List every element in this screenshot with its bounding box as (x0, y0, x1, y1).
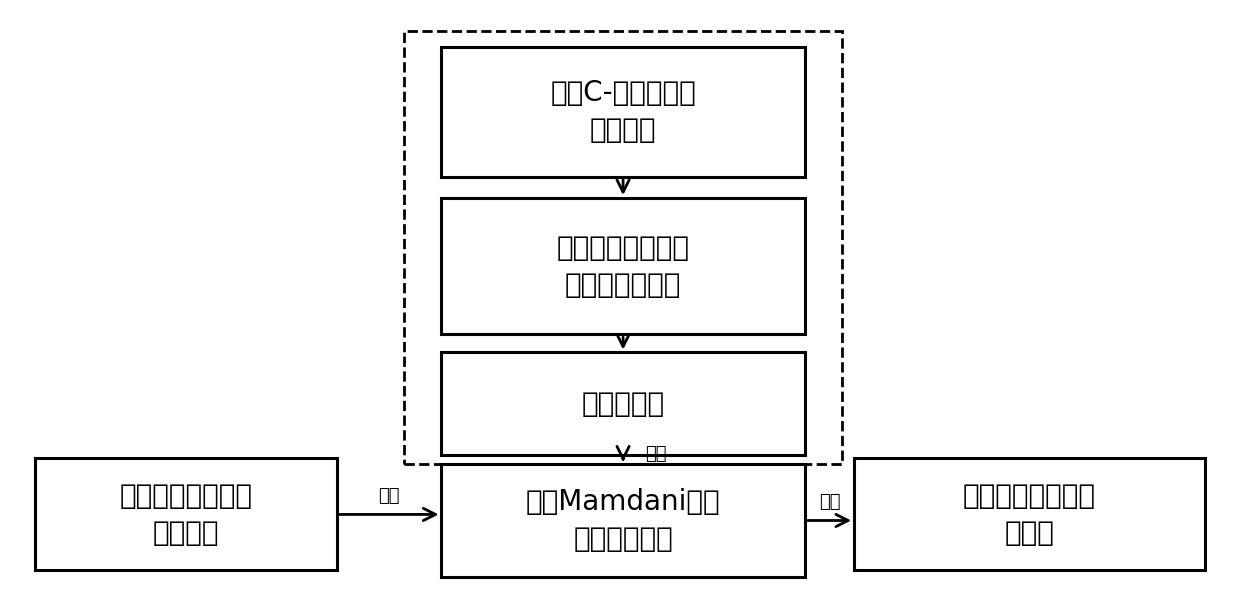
Text: 模糊规则库: 模糊规则库 (582, 390, 665, 418)
Text: 空气压缩机群组负
荷预测: 空气压缩机群组负 荷预测 (963, 482, 1096, 547)
Bar (441, 464, 805, 577)
Bar (441, 47, 805, 177)
Text: 规则: 规则 (645, 445, 667, 463)
Text: 输入: 输入 (378, 488, 399, 505)
Bar (441, 198, 805, 334)
Bar (854, 459, 1205, 570)
Bar (35, 459, 337, 570)
Bar (441, 352, 805, 456)
Text: 相空间重构法构造
模型输入: 相空间重构法构造 模型输入 (119, 482, 252, 547)
Bar (404, 31, 842, 464)
Text: 基于最大密度法优
化模糊规则参数: 基于最大密度法优 化模糊规则参数 (557, 234, 689, 298)
Text: 输出: 输出 (818, 494, 841, 511)
Text: 模糊C-均值初始化
模糊规则: 模糊C-均值初始化 模糊规则 (551, 79, 696, 144)
Text: 基于Mamdani模型
的模糊推理机: 基于Mamdani模型 的模糊推理机 (526, 488, 720, 553)
